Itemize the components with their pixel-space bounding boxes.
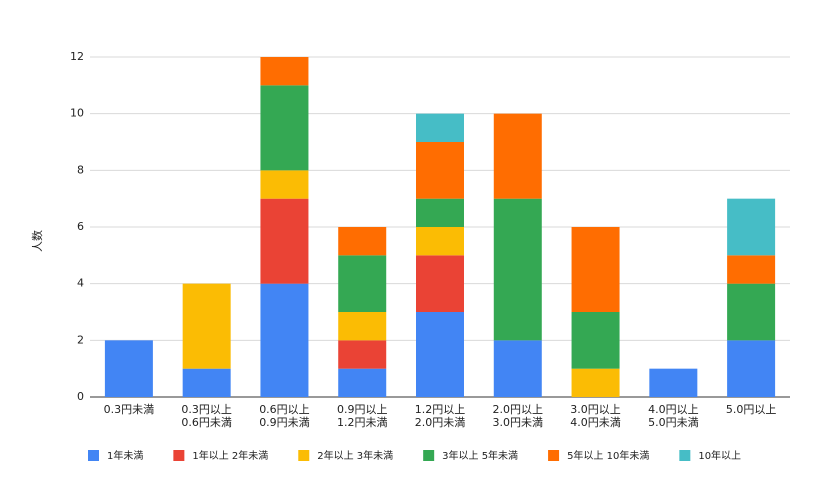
x-tick-label-line: 5.0円以上 [726, 403, 777, 416]
x-tick-label-line: 4.0円未満 [570, 416, 621, 429]
x-tick-label: 0.3円以上 0.6円未満 [181, 403, 232, 429]
bar-segment [260, 170, 309, 199]
bar-segment [338, 227, 387, 256]
x-tick-label-line: 2.0円未満 [415, 416, 466, 429]
x-tick-label: 0.6円以上 0.9円未満 [259, 403, 310, 429]
bar-segment [571, 312, 620, 369]
x-tick-label-line: 0.6円未満 [181, 416, 232, 429]
bar-segment [416, 255, 464, 312]
bar-segment [260, 57, 309, 86]
y-tick-label: 6 [77, 220, 84, 233]
y-tick-label: 4 [77, 277, 84, 290]
bar-segment [493, 340, 542, 397]
y-tick-label: 8 [77, 163, 84, 176]
bar-segment [260, 85, 309, 171]
x-tick-label: 2.0円以上 3.0円未満 [493, 403, 544, 429]
bar-segment [182, 283, 231, 369]
legend-swatch [88, 450, 99, 461]
bar-segment [493, 113, 542, 199]
y-axis-title: 人数 [31, 230, 44, 252]
x-tick-label-line: 0.9円未満 [259, 416, 310, 429]
legend-swatch [423, 450, 435, 461]
bar-segment [727, 283, 776, 341]
bar-segment [416, 113, 464, 142]
bars [104, 57, 776, 397]
legend-swatch [298, 450, 310, 461]
y-axis-ticks: 0 2 4 6 8 10 12 [70, 50, 84, 403]
y-tick-label: 0 [77, 390, 84, 403]
bar-segment [338, 255, 387, 312]
bar-segment [338, 340, 387, 369]
x-tick-label-line: 4.0円以上 [648, 403, 699, 416]
x-tick-label-line: 1.2円未満 [337, 416, 388, 429]
y-tick-label: 12 [70, 50, 84, 63]
bar-segment [416, 312, 464, 397]
legend-label: 10年以上 [698, 449, 741, 462]
legend: 1年未満 1年以上 2年未満 2年以上 3年未満 3年以上 5年未満 5年以上 10年未… [88, 449, 741, 462]
x-tick-label-line: 3.0円未満 [493, 416, 544, 429]
x-tick-label-line: 3.0円以上 [570, 403, 621, 416]
legend-label: 1年以上 2年未満 [192, 449, 268, 462]
bar-segment [416, 227, 464, 256]
x-tick-label-line: 5.0円未満 [648, 416, 699, 429]
y-tick-label: 10 [70, 107, 84, 120]
x-tick-label: 0.3円未満 [104, 403, 155, 416]
legend-label: 2年以上 3年未満 [317, 449, 393, 462]
legend-swatch [548, 450, 560, 461]
legend-swatch [173, 450, 185, 461]
legend-label: 1年未満 [107, 449, 143, 462]
bar-segment [727, 198, 776, 256]
bar-segment [104, 340, 153, 397]
bar-segment [649, 368, 698, 397]
x-tick-label-line: 0.3円未満 [104, 403, 155, 416]
x-tick-label: 1.2円以上 2.0円未満 [415, 403, 466, 429]
bar-segment [727, 340, 776, 397]
bar-segment [260, 198, 309, 284]
bar-segment [571, 227, 620, 312]
bar-segment [416, 198, 464, 227]
y-tick-label: 2 [77, 333, 84, 346]
legend-label: 5年以上 10年未満 [567, 449, 649, 462]
bar-segment [182, 368, 231, 397]
x-tick-label-line: 0.6円以上 [259, 403, 310, 416]
x-tick-label-line: 2.0円以上 [493, 403, 544, 416]
x-tick-label: 0.9円以上 1.2円未満 [337, 403, 388, 429]
bar-segment [260, 283, 309, 397]
x-tick-label: 5.0円以上 [726, 403, 777, 416]
bar-segment [338, 368, 387, 397]
x-tick-label-line: 0.9円以上 [337, 403, 388, 416]
bar-segment [493, 198, 542, 341]
bar-segment [727, 255, 776, 284]
x-tick-label: 4.0円以上 5.0円未満 [648, 403, 699, 429]
bar-segment [416, 142, 464, 199]
x-tick-label-line: 0.3円以上 [181, 403, 232, 416]
x-tick-label: 3.0円以上 4.0円未満 [570, 403, 621, 429]
bar-segment [338, 312, 387, 341]
legend-swatch [679, 450, 691, 461]
x-tick-label-line: 1.2円以上 [415, 403, 466, 416]
bar-segment [571, 368, 620, 397]
legend-label: 3年以上 5年未満 [442, 449, 518, 462]
